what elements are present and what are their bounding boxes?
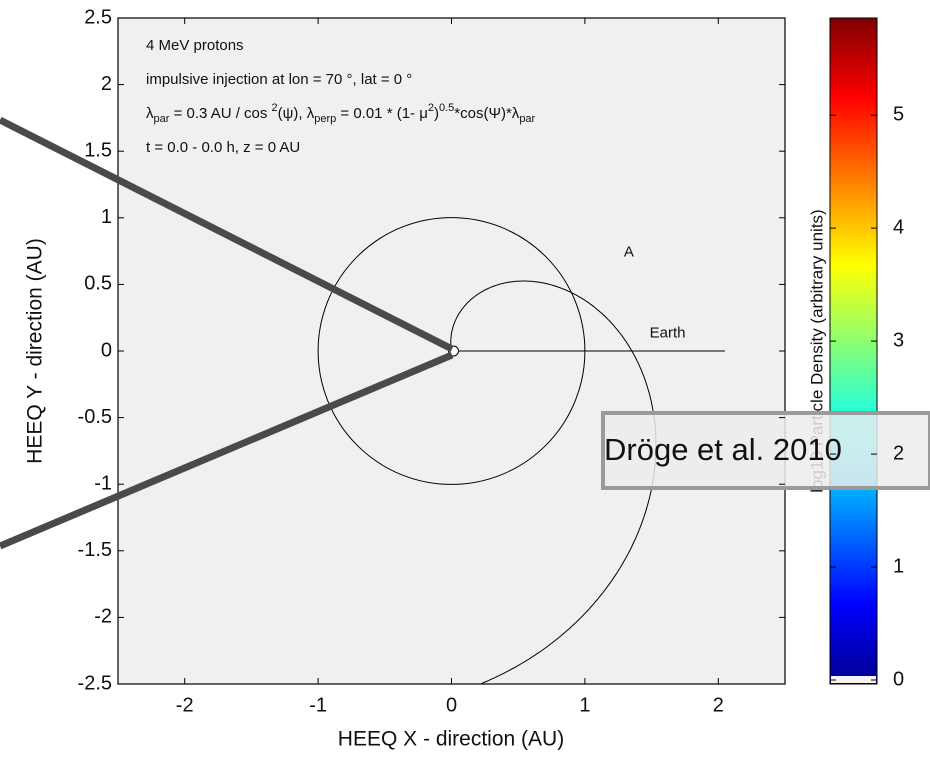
annotation: t = 0.0 - 0.0 h, z = 0 AU	[146, 139, 300, 156]
colorbar-tick-label: 2	[893, 442, 904, 464]
point-label: A	[624, 243, 634, 260]
y-tick-label: -1.5	[78, 539, 112, 561]
y-tick-label: -2.5	[78, 672, 112, 694]
x-tick-label: 2	[713, 694, 724, 716]
colorbar-tick-label: 1	[893, 555, 904, 577]
y-tick-label: 0	[101, 339, 112, 361]
annotation-part: )	[434, 105, 439, 122]
pointer-line	[0, 351, 454, 550]
annotation-part: (ψ), λ	[278, 105, 315, 122]
colorbar	[829, 17, 878, 685]
y-tick-label: -1	[94, 472, 112, 494]
annotation-part: impulsive injection at lon = 70 °, lat =…	[146, 71, 412, 88]
annotation-part: *cos(Ψ)*λ	[454, 105, 520, 122]
colorbar-blank	[831, 676, 876, 683]
annotation-part: par	[154, 113, 170, 125]
annotation-part: par	[519, 113, 535, 125]
parker-spiral	[450, 280, 657, 684]
colorbar-tick-label: 4	[893, 216, 904, 238]
annotation-part: perp	[314, 113, 336, 125]
caption: Dröge et al. 2010	[604, 432, 842, 467]
annotation-part: t = 0.0 - 0.0 h, z = 0 AU	[146, 139, 300, 156]
caption-box	[601, 411, 930, 490]
x-tick-label: 0	[446, 694, 457, 716]
annotation-part: 2	[428, 102, 434, 114]
colorbar-tick-label: 3	[893, 329, 904, 351]
colorbar-tick-label: 0	[893, 668, 904, 690]
y-tick-label: -0.5	[78, 406, 112, 428]
x-tick-label: -2	[176, 694, 194, 716]
colorbar-tick-label: 5	[893, 103, 904, 125]
point-label: Earth	[650, 325, 686, 342]
pointer-line	[0, 116, 454, 353]
annotation-part: 0.5	[439, 102, 454, 114]
x-axis-label: HEEQ X - direction (AU)	[338, 728, 564, 751]
y-tick-label: -2	[94, 606, 112, 628]
annotation-part: = 0.01 * (1- μ	[336, 105, 428, 122]
annotation: λpar = 0.3 AU / cos 2(ψ), λperp = 0.01 *…	[146, 102, 536, 125]
y-tick-label: 1	[101, 206, 112, 228]
y-axis-label: HEEQ Y - direction (AU)	[24, 238, 47, 464]
y-tick-label: 0.5	[84, 273, 112, 295]
annotation-part: 2	[272, 102, 278, 114]
y-tick-label: 2.5	[84, 6, 112, 28]
y-tick-label: 1.5	[84, 139, 112, 161]
y-tick-label: 2	[101, 73, 112, 95]
plot-content: A Earth 4 MeV protons impulsive injection a…	[146, 37, 725, 684]
x-tick-label: -1	[309, 694, 327, 716]
overlay: Dröge et al. 2010	[0, 116, 930, 550]
x-tick-label: 1	[579, 694, 590, 716]
annotation: impulsive injection at lon = 70 °, lat =…	[146, 71, 412, 88]
annotation-part: λ	[146, 105, 154, 122]
annotation-part: 4 MeV protons	[146, 37, 244, 54]
annotation-part: = 0.3 AU / cos	[169, 105, 271, 122]
annotation: 4 MeV protons	[146, 37, 244, 54]
